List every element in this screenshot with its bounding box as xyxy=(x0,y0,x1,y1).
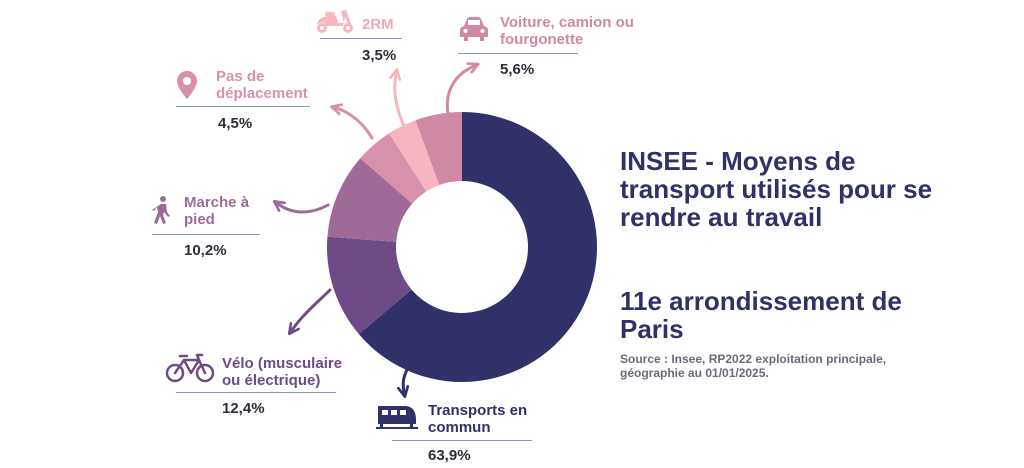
label-voiture: Voiture, camion ou fourgonette xyxy=(500,14,634,48)
car-icon xyxy=(460,17,488,41)
rule-pas-deplacement xyxy=(176,106,310,107)
scooter-icon xyxy=(317,10,353,33)
chart-title: INSEE - Moyens de transport utilisés pou… xyxy=(620,146,933,232)
rule-marche xyxy=(152,234,260,235)
value-marche: 10,2% xyxy=(184,242,227,259)
train-icon xyxy=(376,406,418,429)
value-voiture: 5,6% xyxy=(500,61,535,78)
arrow-velo xyxy=(292,288,332,330)
donut-slice-4 xyxy=(389,120,440,192)
value-transports: 63,9% xyxy=(428,447,471,464)
value-2rm: 3,5% xyxy=(362,47,397,64)
location-pin-icon xyxy=(177,71,197,99)
donut-slice-1 xyxy=(326,236,412,335)
value-velo: 12,4% xyxy=(222,400,265,417)
label-transports: Transports en commun xyxy=(428,402,528,436)
rule-transports xyxy=(392,440,532,441)
arrow-voiture xyxy=(445,66,474,116)
label-pas-deplacement: Pas de déplacement xyxy=(216,68,308,102)
bicycle-icon xyxy=(165,353,215,383)
arrow-pas-deplacement xyxy=(336,108,374,140)
arrow-transports xyxy=(403,366,410,392)
donut-slice-0 xyxy=(358,112,598,382)
label-2rm: 2RM xyxy=(362,16,394,33)
label-marche: Marche à pied xyxy=(184,194,250,228)
rule-velo xyxy=(176,392,336,393)
donut-slice-5 xyxy=(415,112,462,186)
walking-person-icon xyxy=(152,196,170,224)
chart-subtitle: 11e arrondissement de Paris xyxy=(620,286,902,344)
chart-source: Source : Insee, RP2022 exploitation prin… xyxy=(620,352,887,380)
rule-voiture xyxy=(458,53,578,54)
rule-2rm xyxy=(320,38,402,39)
arrow-2rm xyxy=(395,74,406,128)
label-velo: Vélo (musculaire ou électrique) xyxy=(222,355,343,389)
donut-slice-2 xyxy=(327,158,413,242)
donut-slice-3 xyxy=(360,133,427,204)
donut-slices xyxy=(326,112,598,382)
value-pas-deplacement: 4,5% xyxy=(218,115,253,132)
arrow-marche xyxy=(278,204,330,214)
